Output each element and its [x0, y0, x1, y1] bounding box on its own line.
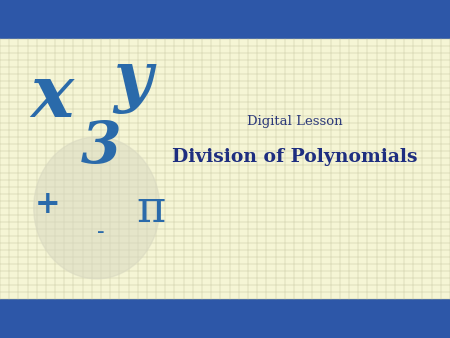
Text: π: π — [136, 188, 166, 231]
Text: y: y — [113, 49, 152, 114]
Text: 3: 3 — [81, 119, 122, 175]
Text: x: x — [30, 61, 73, 132]
Text: +: + — [35, 189, 60, 220]
Text: Digital Lesson: Digital Lesson — [247, 115, 342, 128]
Text: Division of Polynomials: Division of Polynomials — [172, 148, 418, 166]
Bar — [0, 39, 450, 299]
Ellipse shape — [34, 137, 160, 279]
Text: -: - — [98, 220, 105, 243]
